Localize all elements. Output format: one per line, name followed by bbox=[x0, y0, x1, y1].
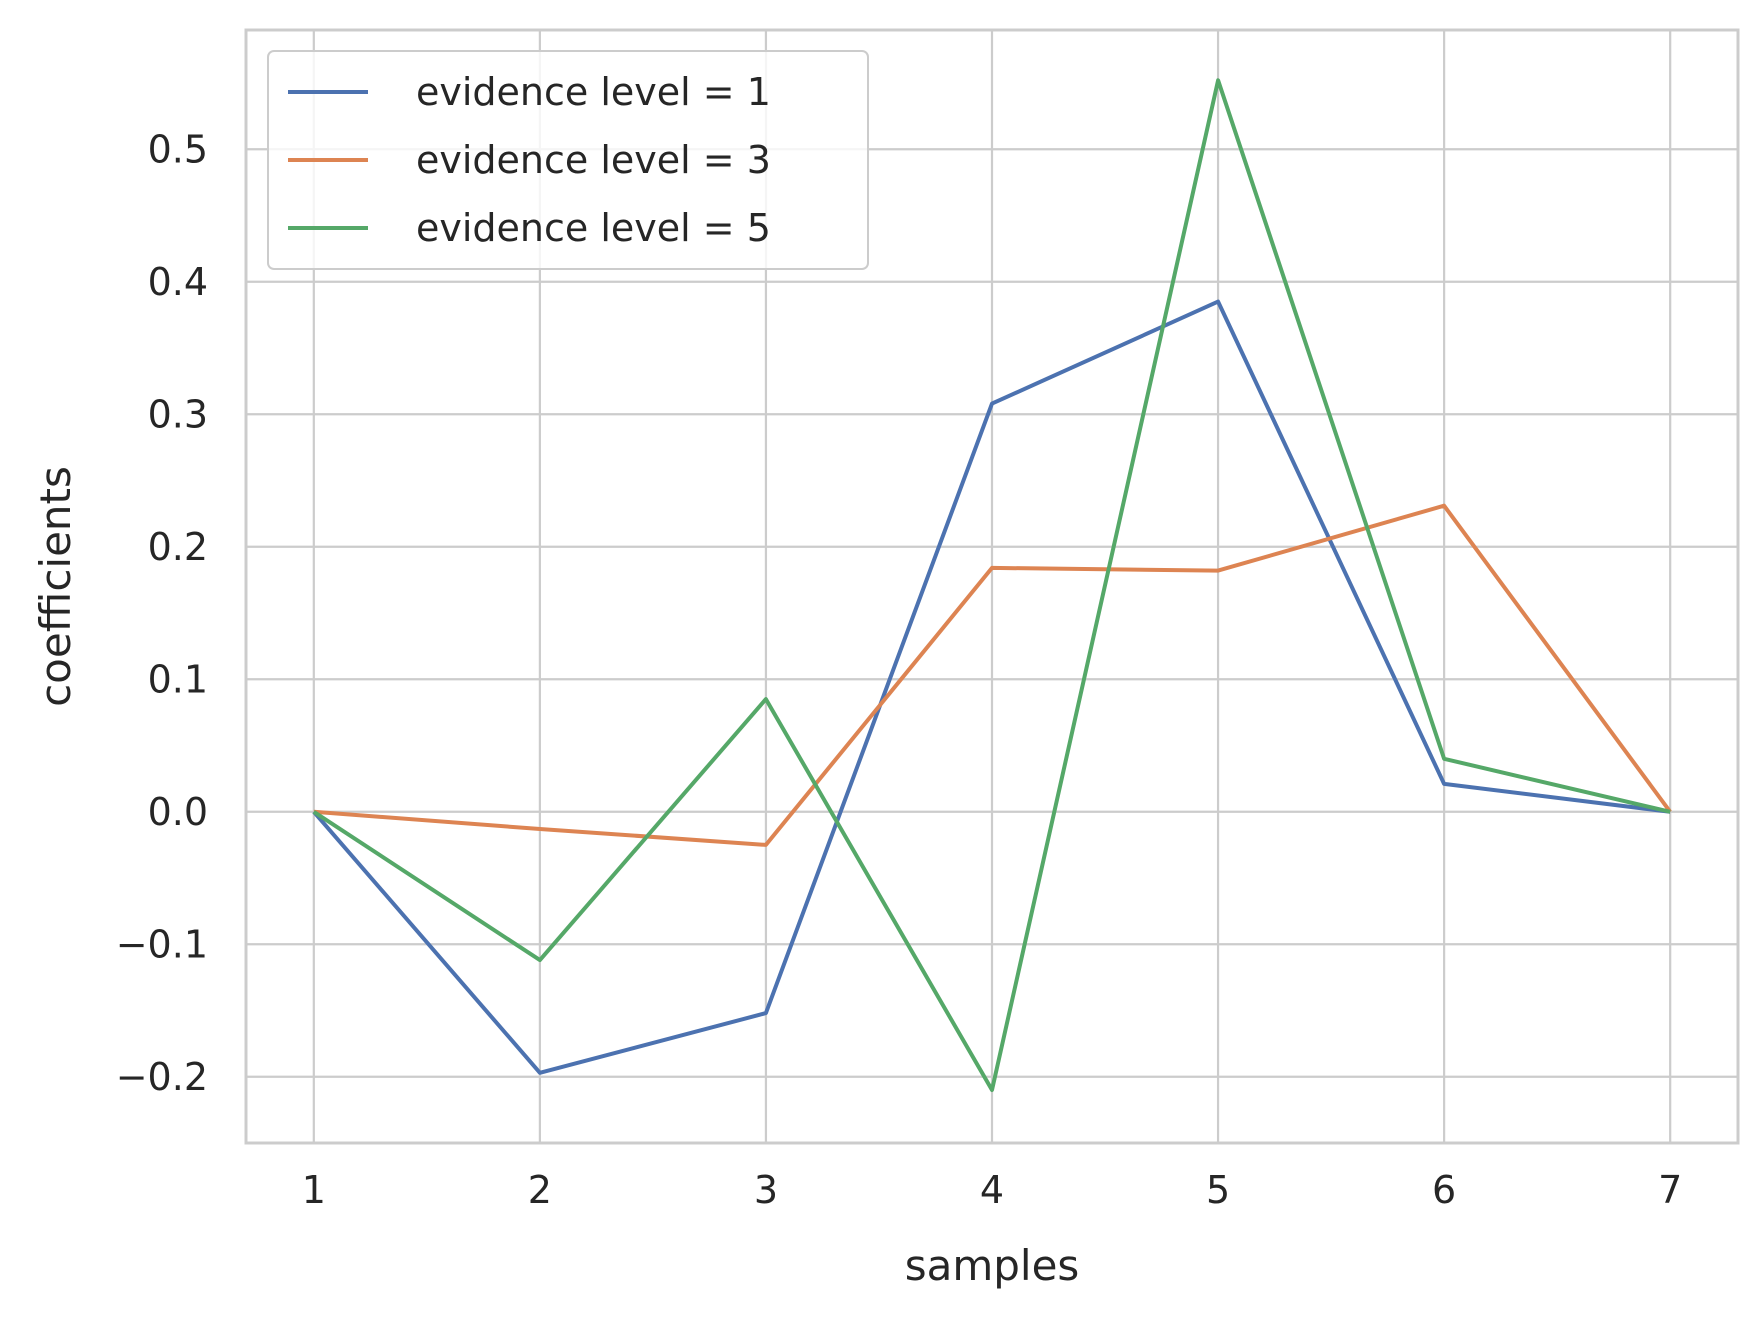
x-axis-label: samples bbox=[905, 1241, 1080, 1290]
y-axis-label: coefficients bbox=[31, 466, 80, 707]
y-tick-label: 0.4 bbox=[148, 260, 208, 304]
y-tick-label: −0.1 bbox=[116, 922, 208, 966]
x-tick-labels: 1 2 3 4 5 6 7 bbox=[302, 1168, 1683, 1212]
grid-lines bbox=[246, 30, 1738, 1143]
legend-label: evidence level = 1 bbox=[416, 70, 771, 114]
x-tick-label: 7 bbox=[1658, 1168, 1682, 1212]
legend-label: evidence level = 3 bbox=[416, 138, 771, 182]
y-tick-label: 0.2 bbox=[148, 525, 208, 569]
x-tick-label: 1 bbox=[302, 1168, 326, 1212]
x-tick-label: 5 bbox=[1206, 1168, 1230, 1212]
x-tick-label: 6 bbox=[1432, 1168, 1456, 1212]
y-tick-labels: −0.2 −0.1 0.0 0.1 0.2 0.3 0.4 0.5 bbox=[116, 127, 208, 1099]
legend-label: evidence level = 5 bbox=[416, 206, 771, 250]
plot-frame bbox=[244, 28, 1740, 1145]
y-tick-label: 0.0 bbox=[148, 790, 208, 834]
x-tick-label: 3 bbox=[754, 1168, 778, 1212]
legend-box bbox=[267, 50, 869, 270]
y-tick-label: 0.5 bbox=[148, 127, 208, 171]
series-layer bbox=[312, 78, 1672, 1092]
series-line-1 bbox=[312, 299, 1671, 1075]
series-line-3 bbox=[312, 78, 1671, 1092]
x-tick-label: 4 bbox=[980, 1168, 1004, 1212]
x-tick-label: 2 bbox=[528, 1168, 552, 1212]
y-tick-label: 0.3 bbox=[148, 392, 208, 436]
y-tick-label: 0.1 bbox=[148, 657, 208, 701]
series-line-2 bbox=[313, 503, 1672, 847]
legend: evidence level = 1 evidence level = 3 evid… bbox=[267, 50, 869, 270]
y-tick-label: −0.2 bbox=[116, 1055, 208, 1099]
